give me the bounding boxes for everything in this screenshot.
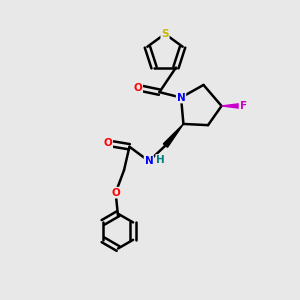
Text: O: O — [103, 138, 112, 148]
Polygon shape — [164, 124, 183, 147]
Text: O: O — [111, 188, 120, 198]
Text: S: S — [161, 29, 169, 39]
Text: N: N — [177, 92, 185, 103]
Polygon shape — [221, 103, 243, 109]
Text: N: N — [145, 156, 153, 166]
Text: F: F — [240, 101, 247, 111]
Text: O: O — [134, 82, 142, 93]
Text: H: H — [156, 154, 165, 165]
